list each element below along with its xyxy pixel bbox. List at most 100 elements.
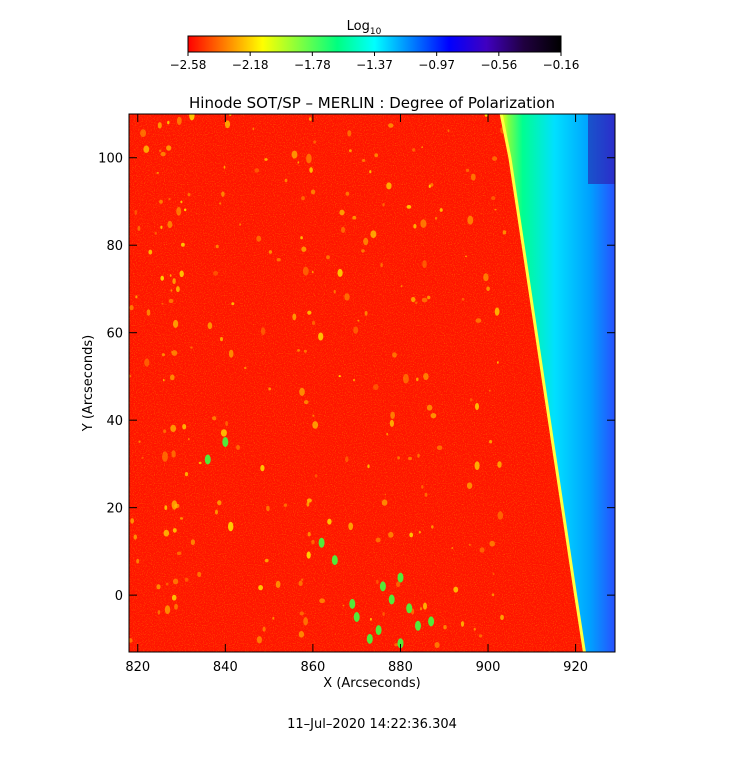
speckle xyxy=(311,539,315,545)
speckle xyxy=(460,621,465,627)
speckle xyxy=(171,351,173,353)
speckle xyxy=(426,404,433,411)
speckle xyxy=(190,539,195,546)
y-axis-ticks: 0 20 40 60 80 100 xyxy=(98,152,615,604)
speckle xyxy=(272,616,275,620)
speckle xyxy=(297,349,300,352)
speckle xyxy=(417,453,420,458)
speckle xyxy=(319,598,325,604)
speckle xyxy=(182,424,187,430)
speckle xyxy=(141,456,144,459)
speckle xyxy=(494,307,500,316)
speckle xyxy=(396,581,401,588)
speckle xyxy=(171,594,177,601)
speckle xyxy=(184,208,187,212)
speckle xyxy=(370,230,377,238)
speckle xyxy=(423,373,429,380)
speckle xyxy=(397,572,404,583)
speckle xyxy=(367,464,370,469)
off-limb-region xyxy=(501,114,615,652)
x-tick-label: 900 xyxy=(476,660,501,675)
speckle xyxy=(318,332,324,341)
speckle xyxy=(207,322,213,330)
speckle xyxy=(198,461,202,465)
speckle xyxy=(345,456,349,463)
speckle xyxy=(341,226,346,233)
speckle xyxy=(174,603,178,610)
speckle xyxy=(264,158,268,161)
speckle xyxy=(375,537,381,543)
speckle xyxy=(162,379,165,382)
speckle xyxy=(406,603,413,614)
speckle xyxy=(160,151,166,157)
speckle xyxy=(333,289,336,294)
speckle xyxy=(386,432,389,436)
speckle xyxy=(138,440,141,443)
speckle xyxy=(168,298,174,304)
colorbar-tick-label: −1.78 xyxy=(294,58,331,72)
speckle xyxy=(447,129,450,133)
speckle xyxy=(260,464,265,472)
speckle xyxy=(409,532,414,538)
speckle xyxy=(312,421,319,429)
speckle xyxy=(223,165,226,169)
speckle xyxy=(414,301,418,305)
speckle xyxy=(353,326,359,334)
speckle xyxy=(231,302,235,306)
speckle xyxy=(254,168,260,173)
speckle xyxy=(172,278,176,285)
speckle xyxy=(161,353,165,357)
speckle xyxy=(219,202,222,205)
speckle xyxy=(164,505,168,510)
speckle xyxy=(171,500,178,510)
speckle xyxy=(220,429,227,437)
limb-edge xyxy=(499,114,586,652)
speckle xyxy=(492,156,498,161)
speckle xyxy=(135,295,138,299)
speckle xyxy=(239,223,241,226)
speckle xyxy=(143,145,150,153)
speckle xyxy=(164,605,171,614)
speckle xyxy=(435,216,437,220)
speckle xyxy=(427,295,431,300)
speckle xyxy=(492,572,495,576)
speckle xyxy=(497,461,502,468)
speckle xyxy=(465,168,470,173)
speckle xyxy=(268,387,272,391)
speckle xyxy=(363,237,369,246)
speckle xyxy=(466,482,473,490)
speckle xyxy=(474,461,480,470)
speckle xyxy=(483,273,489,282)
colorbar-tick-label: −0.97 xyxy=(418,58,455,72)
speckle xyxy=(418,530,421,534)
off-limb-corner xyxy=(588,114,615,184)
x-axis-label: X (Arcseconds) xyxy=(323,676,420,691)
speckle xyxy=(318,537,325,548)
speckle xyxy=(494,208,497,211)
speckle xyxy=(221,191,225,197)
speckle xyxy=(408,456,412,461)
speckle xyxy=(375,625,382,636)
speckle xyxy=(302,266,309,276)
speckle xyxy=(165,582,169,586)
speckle xyxy=(222,437,229,447)
timestamp: 11–Jul–2020 14:22:36.304 xyxy=(287,717,457,732)
speckle xyxy=(388,594,395,605)
plot-frame xyxy=(128,113,616,653)
speckle xyxy=(168,197,171,201)
speckle xyxy=(366,633,373,644)
speckle xyxy=(491,196,496,201)
x-tick-label: 880 xyxy=(388,660,413,675)
speckle xyxy=(431,525,434,529)
speckle xyxy=(422,260,427,268)
speckle xyxy=(215,509,218,515)
speckle xyxy=(428,616,435,627)
speckle xyxy=(430,183,434,187)
speckle xyxy=(439,208,443,212)
speckle xyxy=(361,159,366,162)
speckle xyxy=(162,451,168,462)
speckle xyxy=(394,643,399,647)
speckle xyxy=(133,534,137,540)
speckle xyxy=(326,255,330,260)
speckle xyxy=(420,219,427,228)
